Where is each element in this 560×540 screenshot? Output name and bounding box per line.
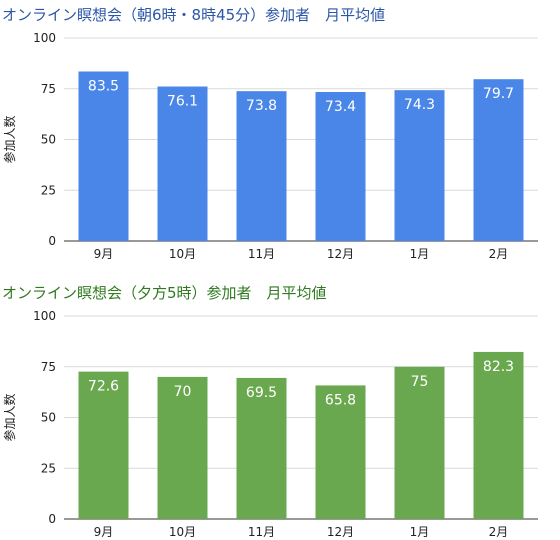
bar bbox=[157, 86, 208, 241]
chart-title: オンライン瞑想会（夕方5時）参加者 月平均値 bbox=[2, 284, 327, 302]
x-tick-label: 1月 bbox=[410, 525, 430, 539]
y-tick-label: 25 bbox=[41, 461, 56, 475]
x-tick-label: 10月 bbox=[169, 525, 196, 539]
bar bbox=[473, 351, 524, 519]
bar-chart-evening: 0 25 50 75 100 参加人数 72.6 9月 70 10月 69.5 11月 65.8 12月 7… bbox=[2, 309, 538, 539]
y-axis-title: 参加人数 bbox=[2, 393, 17, 441]
bar-value-label: 74.3 bbox=[404, 97, 435, 113]
chart-title: オンライン瞑想会（朝6時・8時45分）参加者 月平均値 bbox=[2, 6, 386, 24]
bar-value-label: 73.8 bbox=[246, 98, 277, 114]
bar-value-label: 65.8 bbox=[325, 392, 356, 408]
bar bbox=[473, 79, 524, 241]
y-tick-label: 100 bbox=[33, 309, 56, 323]
bar-value-label: 70 bbox=[174, 384, 192, 400]
bar-chart-morning: 0 25 50 75 100 参加人数 83.5 9月 76.1 10月 73.8 11月 73.4 12… bbox=[2, 31, 538, 261]
bar-value-label: 69.5 bbox=[246, 385, 277, 401]
bar bbox=[394, 366, 445, 519]
x-tick-label: 11月 bbox=[248, 247, 275, 261]
x-tick-label: 12月 bbox=[327, 247, 354, 261]
x-tick-label: 10月 bbox=[169, 247, 196, 261]
y-tick-label: 75 bbox=[41, 360, 56, 374]
bar bbox=[315, 91, 366, 241]
x-tick-label: 11月 bbox=[248, 525, 275, 539]
x-tick-label: 9月 bbox=[94, 525, 114, 539]
y-tick-label: 0 bbox=[48, 512, 56, 526]
y-tick-label: 50 bbox=[41, 411, 56, 425]
x-tick-label: 1月 bbox=[410, 247, 430, 261]
bar-value-label: 72.6 bbox=[88, 379, 119, 395]
bar bbox=[315, 385, 366, 519]
bar bbox=[78, 71, 129, 242]
bar bbox=[236, 91, 287, 241]
bar-value-label: 79.7 bbox=[483, 86, 514, 102]
bar bbox=[157, 376, 208, 519]
y-tick-label: 100 bbox=[33, 31, 56, 45]
bar-value-label: 82.3 bbox=[483, 359, 514, 375]
y-tick-label: 75 bbox=[41, 82, 56, 96]
y-tick-label: 50 bbox=[41, 133, 56, 147]
x-tick-label: 9月 bbox=[94, 247, 114, 261]
chart-panel-morning: オンライン瞑想会（朝6時・8時45分）参加者 月平均値 0 25 50 75 100 参加… bbox=[0, 0, 560, 262]
x-tick-label: 2月 bbox=[489, 247, 509, 261]
y-tick-label: 0 bbox=[48, 234, 56, 248]
bar bbox=[394, 90, 445, 242]
bar-value-label: 76.1 bbox=[167, 94, 198, 110]
x-tick-label: 2月 bbox=[489, 525, 509, 539]
bar-value-label: 83.5 bbox=[88, 78, 119, 94]
y-tick-label: 25 bbox=[41, 183, 56, 197]
bar bbox=[236, 377, 287, 519]
x-tick-label: 12月 bbox=[327, 525, 354, 539]
bar-value-label: 73.4 bbox=[325, 99, 356, 115]
chart-panel-evening: オンライン瞑想会（夕方5時）参加者 月平均値 0 25 50 75 100 参加人数 72.… bbox=[0, 278, 560, 540]
bar bbox=[78, 371, 129, 519]
y-axis-title: 参加人数 bbox=[2, 115, 17, 163]
bar-value-label: 75 bbox=[411, 374, 429, 390]
